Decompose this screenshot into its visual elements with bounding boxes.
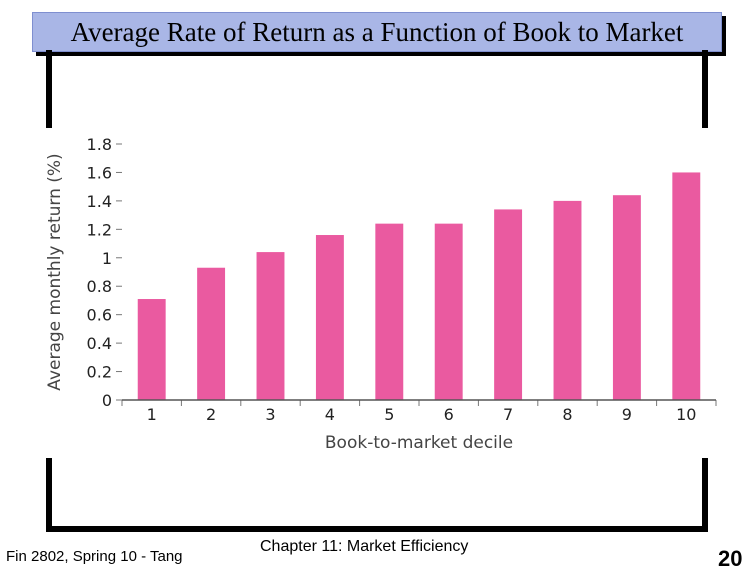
y-tick-label: 1.6 — [87, 163, 112, 182]
y-tick-label: 0.2 — [87, 363, 112, 382]
y-tick-label: 1.2 — [87, 220, 112, 239]
y-tick-label: 0 — [102, 391, 112, 410]
x-tick-label: 8 — [562, 405, 572, 424]
frame-bottom — [46, 526, 708, 532]
slide-title-banner: Average Rate of Return as a Function of … — [32, 12, 722, 52]
y-tick-label: 0.4 — [87, 334, 112, 353]
x-tick-label: 10 — [676, 405, 696, 424]
x-tick-label: 3 — [265, 405, 275, 424]
footer-course: Fin 2802, Spring 10 - Tang — [6, 548, 183, 565]
bar — [256, 252, 285, 400]
x-tick-label: 6 — [444, 405, 454, 424]
y-tick-label: 1 — [102, 249, 112, 268]
x-axis-label: Book-to-market decile — [325, 433, 513, 453]
frame-left-top — [46, 50, 52, 130]
x-tick-label: 5 — [384, 405, 394, 424]
x-tick-label: 2 — [206, 405, 216, 424]
y-axis-label: Average monthly return (%) — [45, 153, 65, 390]
bar — [137, 299, 166, 400]
footer-chapter: Chapter 11: Market Efficiency — [260, 538, 469, 555]
y-tick-label: 1.8 — [87, 135, 112, 154]
bar — [553, 200, 582, 400]
bar — [375, 223, 404, 400]
bars-group — [137, 172, 701, 400]
book-to-market-bar-chart: 0 0.2 0.4 0.6 0.8 1 1.2 1.4 1.6 1.8 1 2 3 4 5 6 7 8 9 10 B… — [40, 128, 720, 458]
y-tick-label: 1.4 — [87, 192, 112, 211]
bar — [612, 195, 641, 400]
page-number: 20 — [718, 546, 743, 571]
slide-title: Average Rate of Return as a Function of … — [70, 16, 684, 47]
x-axis-ticks: 1 2 3 4 5 6 7 8 9 10 — [121, 400, 717, 424]
y-tick-label: 0.8 — [87, 277, 112, 296]
y-tick-label: 0.6 — [87, 306, 112, 325]
frame-right-bottom — [702, 454, 708, 532]
x-tick-label: 9 — [622, 405, 632, 424]
x-tick-label: 4 — [325, 405, 335, 424]
x-tick-label: 1 — [147, 405, 157, 424]
bar — [315, 235, 344, 400]
bar — [434, 223, 463, 400]
bar — [197, 267, 226, 400]
y-axis-ticks: 0 0.2 0.4 0.6 0.8 1 1.2 1.4 1.6 1.8 — [87, 135, 122, 410]
bar — [672, 172, 701, 400]
frame-right-top — [702, 50, 708, 132]
bar — [494, 209, 523, 400]
x-tick-label: 7 — [503, 405, 513, 424]
frame-left-bottom — [46, 454, 52, 532]
